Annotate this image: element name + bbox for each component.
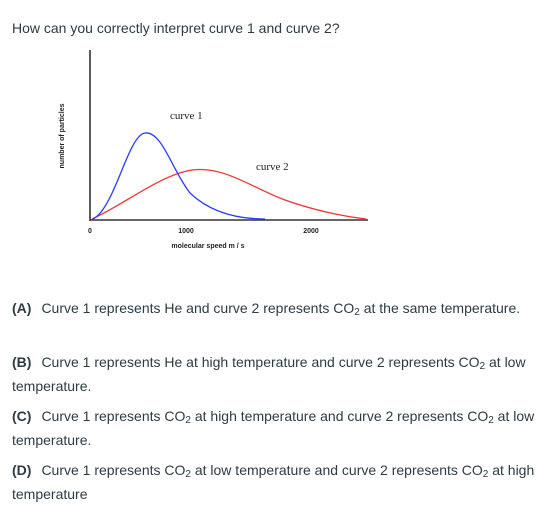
answer-choice-d[interactable]: (D) Curve 1 represents CO2 at low tempera… <box>12 462 535 502</box>
choice-text: Curve 1 represents CO <box>41 408 186 424</box>
answer-choice-c[interactable]: (C) Curve 1 represents CO2 at high temper… <box>12 408 535 448</box>
choice-letter: (B) <box>12 354 32 370</box>
x-axis-label: molecular speed m / s <box>171 243 244 250</box>
x-tick-label: 2000 <box>303 228 319 235</box>
choice-letter: (C) <box>12 408 32 424</box>
speed-distribution-figure: number of particles curve 1 curve 2 0 10… <box>59 50 368 250</box>
choice-text: Curve 1 represents He at high temperatur… <box>41 354 480 370</box>
curve-1-line <box>92 132 266 220</box>
curve-1-label: curve 1 <box>170 110 203 122</box>
curve-2-label: curve 2 <box>256 161 289 173</box>
choice-letter: (A) <box>12 300 32 316</box>
choice-text: Curve 1 represents He and curve 2 repres… <box>41 300 355 316</box>
answer-choice-b[interactable]: (B) Curve 1 represents He at high tempera… <box>12 354 526 394</box>
question-text: How can you correctly interpret curve 1 … <box>12 20 340 36</box>
x-tick-label: 0 <box>88 228 92 235</box>
answer-choice-a[interactable]: (A) Curve 1 represents He and curve 2 rep… <box>12 300 521 318</box>
choice-letter: (D) <box>12 462 32 478</box>
curve-2-line <box>91 168 367 220</box>
choice-text: Curve 1 represents CO <box>41 462 186 478</box>
y-axis-label: number of particles <box>59 103 66 168</box>
x-tick-label: 1000 <box>178 228 194 235</box>
